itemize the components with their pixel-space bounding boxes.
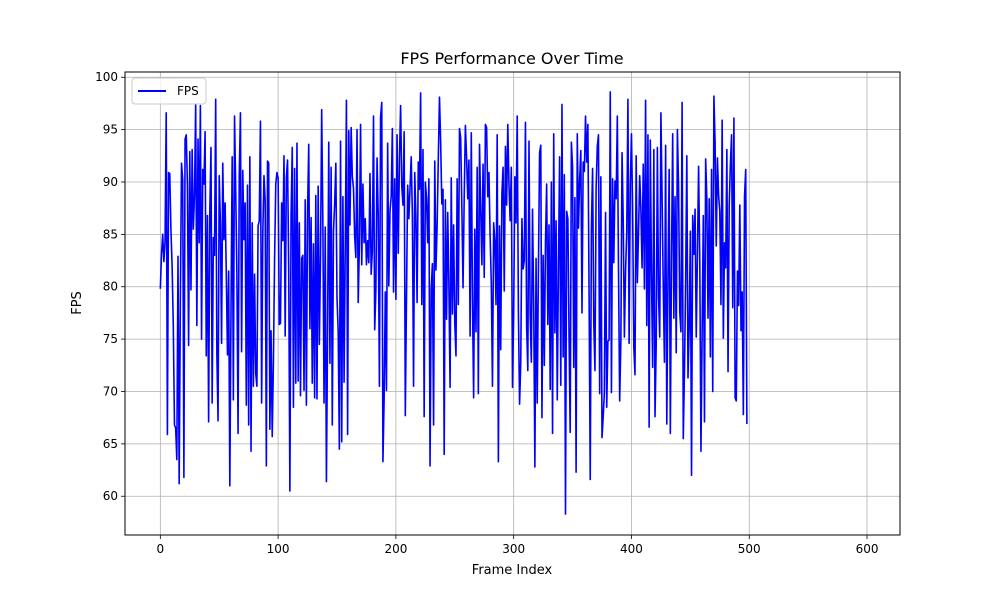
x-tick-label: 400 xyxy=(620,542,643,556)
y-axis-label: FPS xyxy=(70,291,85,315)
x-tick-label: 600 xyxy=(856,542,879,556)
axis-ticks: 0 100 200 300 400 500 600 60 65 70 75 80 85 90 95 100 xyxy=(95,70,878,556)
y-tick-label: 85 xyxy=(103,227,118,241)
series-layer xyxy=(159,91,748,515)
y-tick-label: 65 xyxy=(103,437,118,451)
y-tick-label: 90 xyxy=(103,175,118,189)
y-tick-label: 100 xyxy=(95,70,118,84)
x-tick-label: 500 xyxy=(738,542,761,556)
legend-label-fps: FPS xyxy=(177,84,199,98)
x-tick-label: 100 xyxy=(267,542,290,556)
x-tick-label: 300 xyxy=(502,542,525,556)
legend-box xyxy=(131,77,207,105)
x-tick-label: 200 xyxy=(384,542,407,556)
y-tick-label: 95 xyxy=(103,123,118,137)
y-tick-label: 75 xyxy=(103,332,118,346)
chart-title: FPS Performance Over Time xyxy=(400,49,623,68)
x-tick-label: 0 xyxy=(157,542,165,556)
plot-area-frame xyxy=(124,71,901,536)
x-axis-label: Frame Index xyxy=(472,563,553,578)
y-tick-label: 70 xyxy=(103,384,118,398)
y-tick-label: 60 xyxy=(103,489,118,503)
y-tick-label: 80 xyxy=(103,280,118,294)
series-line-fps xyxy=(159,91,748,515)
legend: FPS xyxy=(131,77,207,105)
